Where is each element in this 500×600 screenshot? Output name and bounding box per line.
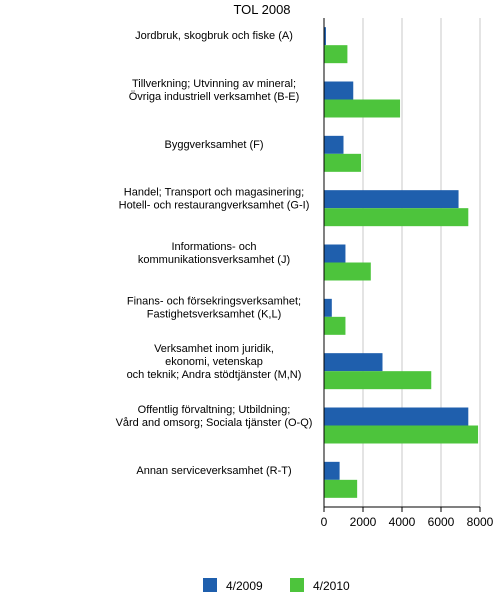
category-label-line: Jordbruk, skogbruk och fiske (A)	[135, 30, 293, 42]
bar-4-2010-5	[324, 316, 346, 335]
bar-4-2009-5	[324, 298, 332, 317]
bar-4-2010-8	[324, 479, 358, 498]
bars	[324, 27, 479, 498]
chart-title: TOL 2008	[233, 2, 290, 17]
bar-4-2009-2	[324, 135, 344, 154]
category-label-line: Byggverksamhet (F)	[164, 139, 263, 151]
category-label-line: Annan serviceverksamhet (R-T)	[136, 465, 291, 477]
x-tick-label: 2000	[350, 515, 377, 529]
x-axis: 0 2000 4000 6000 8000	[321, 18, 494, 529]
category-label-line: Informations- och	[172, 241, 257, 253]
x-tick-label: 6000	[428, 515, 455, 529]
legend-swatch	[203, 578, 217, 592]
bar-4-2009-7	[324, 407, 469, 426]
category-label-line: Offentlig förvaltning; Utbildning;	[138, 404, 291, 416]
category-label-line: Tillverkning; Utvinning av mineral;	[132, 78, 296, 90]
bar-4-2009-0	[324, 27, 326, 46]
category-label-line: Handel; Transport och magasinering;	[124, 187, 304, 199]
legend-label: 4/2009	[226, 579, 263, 593]
category-label: Jordbruk, skogbruk och fiske (A)	[135, 30, 293, 42]
bar-4-2009-3	[324, 190, 459, 209]
category-label: Offentlig förvaltning; Utbildning; Vård a…	[116, 404, 313, 429]
x-tick-label: 8000	[467, 515, 494, 529]
bar-4-2010-6	[324, 371, 432, 390]
category-label-line: Verksamhet inom juridik,	[154, 343, 274, 355]
legend-swatch	[290, 578, 304, 592]
bar-4-2009-8	[324, 461, 340, 480]
category-label: Tillverkning; Utvinning av mineral; Övrig…	[129, 78, 300, 103]
category-label: Byggverksamhet (F)	[164, 139, 263, 151]
category-label-line: Hotell- och restaurangverksamhet (G-I)	[119, 200, 310, 212]
legend: 4/2009 4/2010	[203, 578, 350, 593]
bar-4-2009-6	[324, 353, 383, 372]
category-label: Handel; Transport och magasinering; Hotel…	[119, 187, 310, 212]
category-label: Informations- och kommunikationsverksamhe…	[138, 241, 290, 266]
legend-label: 4/2010	[313, 579, 350, 593]
category-label: Finans- och försekringsverksamhet; Fastig…	[127, 295, 301, 320]
x-tick-label: 4000	[389, 515, 416, 529]
bar-4-2010-7	[324, 425, 479, 444]
category-labels: Jordbruk, skogbruk och fiske (A) Tillverk…	[116, 30, 313, 477]
category-label-line: Finans- och försekringsverksamhet;	[127, 295, 301, 307]
category-label-line: och teknik; Andra stödtjänster (M,N)	[127, 369, 302, 381]
bar-4-2010-1	[324, 99, 401, 118]
category-label-line: ekonomi, vetenskap	[165, 356, 263, 368]
bar-4-2010-0	[324, 45, 348, 64]
bar-4-2009-4	[324, 244, 346, 263]
category-label-line: Vård and omsorg; Sociala tjänster (O-Q)	[116, 417, 313, 429]
x-tick-label: 0	[321, 515, 328, 529]
bar-4-2009-1	[324, 81, 354, 100]
bar-4-2010-2	[324, 153, 362, 172]
category-label: Verksamhet inom juridik, ekonomi, vetensk…	[127, 343, 302, 381]
category-label-line: Övriga industriell verksamhet (B-E)	[129, 91, 300, 103]
category-label: Annan serviceverksamhet (R-T)	[136, 465, 291, 477]
category-label-line: kommunikationsverksamhet (J)	[138, 254, 290, 266]
bar-4-2010-4	[324, 262, 371, 281]
category-label-line: Fastighetsverksamhet (K,L)	[147, 308, 282, 320]
bar-4-2010-3	[324, 208, 469, 227]
